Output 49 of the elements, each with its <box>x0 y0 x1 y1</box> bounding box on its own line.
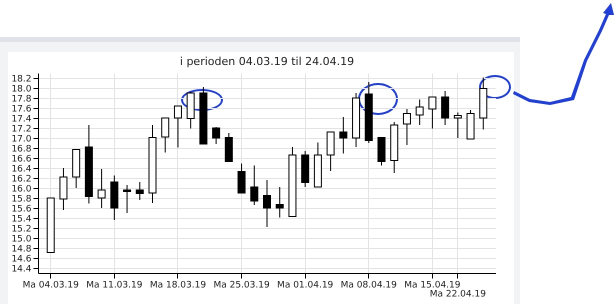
y-tick-label: 17.4 <box>11 114 32 124</box>
y-tick-label: 15.4 <box>11 214 32 224</box>
y-tick-label: 15.8 <box>11 194 32 204</box>
y-tick-label: 16.6 <box>11 154 32 164</box>
y-tick-label: 14.4 <box>11 264 32 274</box>
y-tick-label: 16.4 <box>11 164 32 174</box>
candlestick <box>428 96 436 129</box>
candlestick <box>161 118 170 153</box>
candlestick <box>174 106 182 148</box>
y-tick-label: 14.8 <box>11 244 32 254</box>
y-tick-label: 16.2 <box>11 174 32 184</box>
candlestick <box>441 90 450 126</box>
candlestick <box>250 165 258 206</box>
y-tick-label: 18.2 <box>11 74 32 84</box>
candlestick <box>378 137 386 166</box>
y-tick-label: 18.0 <box>11 84 32 94</box>
y-tick-label: 15.0 <box>11 234 32 244</box>
candlestick <box>263 180 271 228</box>
candlestick <box>238 163 246 194</box>
candlestick <box>454 112 462 138</box>
candlestick <box>339 116 348 154</box>
x-tick-label: Ma 01.04.19 <box>277 280 334 290</box>
y-tick-label: 17.8 <box>11 94 32 104</box>
candlestick <box>98 168 106 208</box>
x-tick-label: Ma 18.03.19 <box>150 280 206 290</box>
y-tick-label: 15.6 <box>11 204 32 214</box>
candlestick <box>123 184 132 214</box>
y-tick-label: 17.2 <box>11 124 32 134</box>
candlestick <box>326 132 335 172</box>
candlestick <box>212 126 220 144</box>
y-tick-label: 17.6 <box>11 104 32 114</box>
y-tick-label: 15.2 <box>11 224 32 234</box>
candlestick <box>416 99 424 126</box>
y-tick-label: 14.6 <box>11 254 32 264</box>
candlestick <box>224 132 233 162</box>
candlestick <box>136 182 144 200</box>
x-tick-label: Ma 15.04.19 <box>404 280 461 290</box>
x-tick-label: Ma 04.03.19 <box>22 280 80 290</box>
candlestick <box>402 108 411 146</box>
y-tick-label: 17.0 <box>11 134 32 144</box>
x-tick-label: Ma 25.03.19 <box>213 280 270 290</box>
candlestick <box>59 168 68 210</box>
x-tick-label: Ma 08.04.19 <box>340 280 398 290</box>
chart-title: i perioden 04.03.19 til 24.04.19 <box>180 55 354 68</box>
y-tick-label: 16.0 <box>11 184 32 194</box>
y-tick-label: 16.8 <box>11 144 32 154</box>
x-tick-label: Ma 22.04.19 <box>430 290 486 300</box>
x-tick-label: Ma 11.03.19 <box>86 280 143 290</box>
candlestick <box>276 186 284 218</box>
